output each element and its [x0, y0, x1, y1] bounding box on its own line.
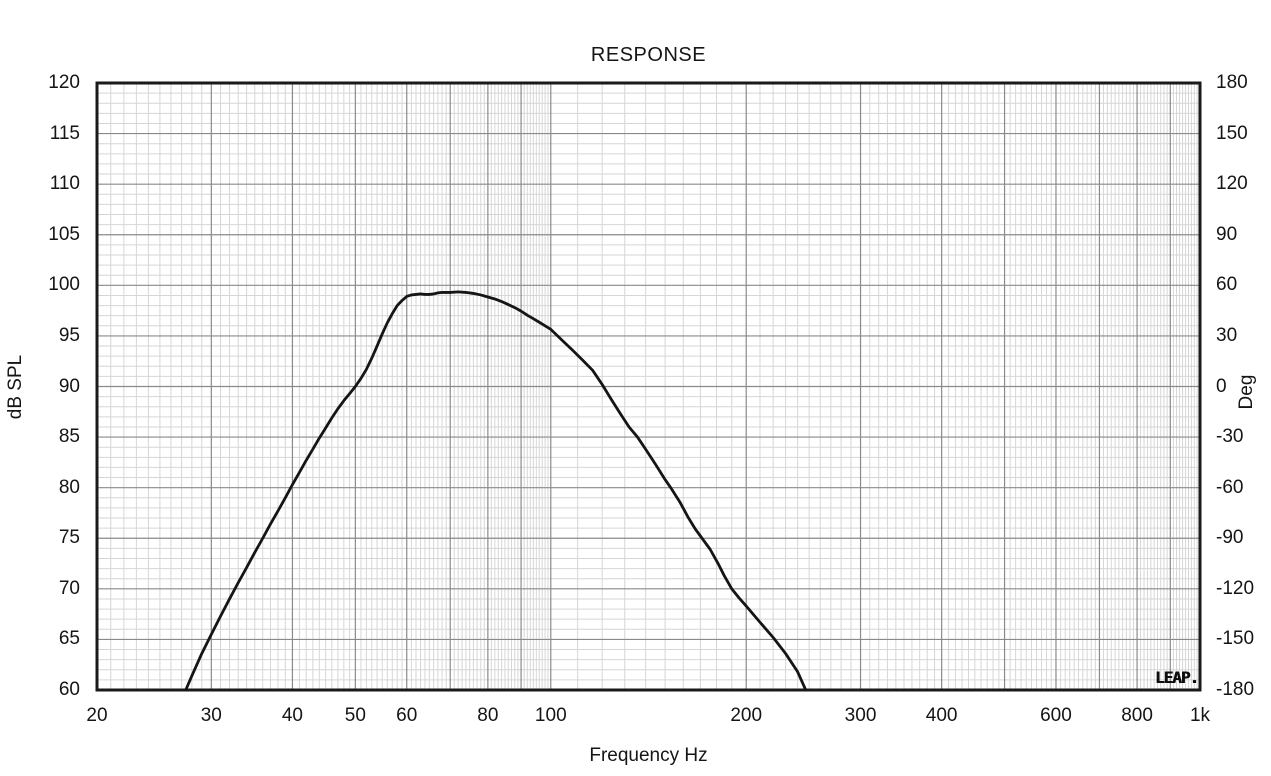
y-left-tick-label: 70	[58, 577, 80, 599]
y-right-tick-label: -150	[1216, 628, 1255, 650]
y-axis-label-deg: Deg	[1236, 374, 1257, 410]
y-right-tick-label: -120	[1216, 577, 1255, 599]
y-left-tick-label: 105	[48, 223, 80, 245]
plot-border	[95, 81, 1202, 692]
y-right-tick-label: 150	[1216, 122, 1248, 144]
y-right-tick-label: 120	[1216, 173, 1248, 195]
x-axis-label-frequency: Frequency Hz	[589, 745, 708, 766]
x-tick-label: 80	[477, 705, 499, 726]
x-tick-label: 1k	[1189, 705, 1211, 726]
leap-logo: LEAP.	[1154, 668, 1199, 687]
y-right-tick-label: 0	[1216, 375, 1227, 397]
y-left-tick-label: 110	[49, 173, 80, 195]
chart-title: RESPONSE	[590, 44, 707, 66]
y-left-tick-label: 120	[48, 72, 80, 93]
x-tick-label: 400	[925, 705, 958, 726]
y-left-tick-label: 65	[58, 628, 80, 650]
x-tick-label: 100	[534, 705, 567, 726]
x-tick-label: 60	[396, 705, 418, 726]
y-right-tick-label: 180	[1216, 72, 1248, 93]
y-right-tick-label: 30	[1216, 324, 1238, 346]
x-tick-label: 200	[730, 705, 763, 726]
x-tick-label: 600	[1040, 705, 1072, 726]
y-right-tick-label: -30	[1216, 426, 1244, 448]
y-right-tick-label: 90	[1216, 223, 1238, 245]
x-tick-label: 50	[344, 705, 366, 726]
x-tick-label: 40	[281, 705, 303, 726]
y-right-tick-label: -60	[1216, 476, 1244, 498]
spl-response-curve	[184, 290, 808, 692]
y-left-tick-label: 100	[48, 274, 80, 296]
y-left-tick-label: 75	[58, 527, 80, 549]
y-left-tick-label: 60	[58, 679, 80, 700]
x-tick-label: 30	[200, 705, 222, 726]
y-left-tick-label: 85	[58, 426, 80, 448]
y-left-tick-label: 90	[58, 375, 80, 397]
y-right-tick-label: 60	[1216, 274, 1238, 296]
x-tick-label: 20	[86, 705, 108, 726]
y-left-tick-label: 80	[58, 476, 80, 498]
y-left-tick-label: 115	[49, 122, 80, 144]
y-right-tick-label: -90	[1216, 527, 1244, 549]
x-tick-label: 800	[1121, 705, 1153, 726]
y-right-tick-label: -180	[1216, 679, 1255, 700]
y-left-tick-label: 95	[58, 324, 80, 346]
x-tick-label: 300	[844, 705, 877, 726]
